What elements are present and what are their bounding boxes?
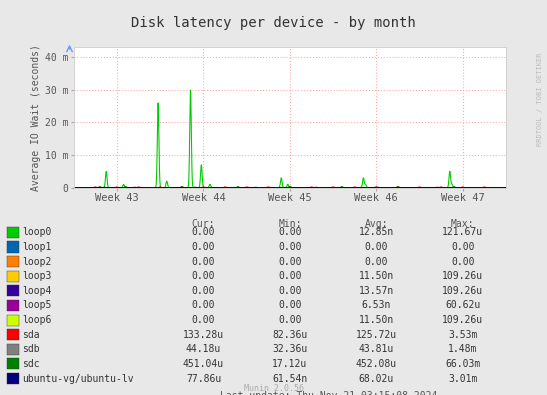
Text: loop3: loop3 — [22, 271, 51, 281]
Text: 12.85n: 12.85n — [359, 228, 394, 237]
Text: 0.00: 0.00 — [192, 301, 215, 310]
Text: 125.72u: 125.72u — [356, 330, 397, 340]
Text: Cur:: Cur: — [192, 219, 215, 229]
Text: Disk latency per device - by month: Disk latency per device - by month — [131, 16, 416, 30]
Text: sda: sda — [22, 330, 39, 340]
Text: 66.03m: 66.03m — [445, 359, 480, 369]
Text: 77.86u: 77.86u — [186, 374, 221, 384]
Text: 0.00: 0.00 — [451, 242, 474, 252]
Text: 44.18u: 44.18u — [186, 344, 221, 354]
Text: 0.00: 0.00 — [278, 315, 301, 325]
Text: RRDTOOL / TOBI OETIKER: RRDTOOL / TOBI OETIKER — [537, 52, 543, 145]
Text: 0.00: 0.00 — [278, 286, 301, 296]
Text: sdc: sdc — [22, 359, 39, 369]
Text: 109.26u: 109.26u — [442, 271, 484, 281]
Text: 0.00: 0.00 — [278, 257, 301, 267]
Text: loop0: loop0 — [22, 228, 51, 237]
Text: 0.00: 0.00 — [192, 315, 215, 325]
Text: 1.48m: 1.48m — [448, 344, 478, 354]
Text: loop5: loop5 — [22, 301, 51, 310]
Text: 61.54n: 61.54n — [272, 374, 307, 384]
Text: 0.00: 0.00 — [365, 242, 388, 252]
Text: 0.00: 0.00 — [451, 257, 474, 267]
Text: 3.01m: 3.01m — [448, 374, 478, 384]
Text: 0.00: 0.00 — [278, 228, 301, 237]
Text: loop2: loop2 — [22, 257, 51, 267]
Text: loop6: loop6 — [22, 315, 51, 325]
Text: loop4: loop4 — [22, 286, 51, 296]
Text: 452.08u: 452.08u — [356, 359, 397, 369]
Text: 6.53n: 6.53n — [362, 301, 391, 310]
Text: 451.04u: 451.04u — [183, 359, 224, 369]
Text: 0.00: 0.00 — [365, 257, 388, 267]
Y-axis label: Average IO Wait (seconds): Average IO Wait (seconds) — [31, 44, 40, 191]
Text: 68.02u: 68.02u — [359, 374, 394, 384]
Text: Munin 2.0.56: Munin 2.0.56 — [243, 384, 304, 393]
Text: 13.57n: 13.57n — [359, 286, 394, 296]
Text: 121.67u: 121.67u — [442, 228, 484, 237]
Text: 0.00: 0.00 — [278, 301, 301, 310]
Text: 0.00: 0.00 — [192, 242, 215, 252]
Text: 60.62u: 60.62u — [445, 301, 480, 310]
Text: sdb: sdb — [22, 344, 39, 354]
Text: Avg:: Avg: — [365, 219, 388, 229]
Text: Last update: Thu Nov 21 03:15:08 2024: Last update: Thu Nov 21 03:15:08 2024 — [219, 391, 437, 395]
Text: loop1: loop1 — [22, 242, 51, 252]
Text: Min:: Min: — [278, 219, 301, 229]
Text: 109.26u: 109.26u — [442, 315, 484, 325]
Text: Max:: Max: — [451, 219, 474, 229]
Text: 43.81u: 43.81u — [359, 344, 394, 354]
Text: 0.00: 0.00 — [278, 271, 301, 281]
Text: 133.28u: 133.28u — [183, 330, 224, 340]
Text: 109.26u: 109.26u — [442, 286, 484, 296]
Text: 0.00: 0.00 — [192, 286, 215, 296]
Text: 82.36u: 82.36u — [272, 330, 307, 340]
Text: 0.00: 0.00 — [192, 257, 215, 267]
Text: 3.53m: 3.53m — [448, 330, 478, 340]
Text: 32.36u: 32.36u — [272, 344, 307, 354]
Text: ubuntu-vg/ubuntu-lv: ubuntu-vg/ubuntu-lv — [22, 374, 133, 384]
Text: 11.50n: 11.50n — [359, 271, 394, 281]
Text: 0.00: 0.00 — [278, 242, 301, 252]
Text: 0.00: 0.00 — [192, 228, 215, 237]
Text: 11.50n: 11.50n — [359, 315, 394, 325]
Text: 17.12u: 17.12u — [272, 359, 307, 369]
Text: 0.00: 0.00 — [192, 271, 215, 281]
